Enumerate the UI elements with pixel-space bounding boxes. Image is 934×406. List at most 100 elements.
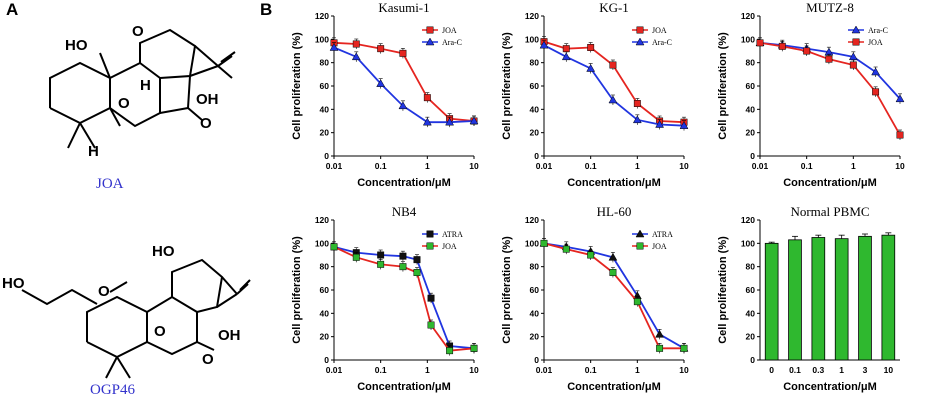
data-point-ara-c <box>329 42 339 51</box>
data-point-ara-c <box>422 117 432 126</box>
x-tick-label: 0.3 <box>812 365 824 375</box>
y-tick-label: 40 <box>530 104 540 114</box>
y-tick-label: 20 <box>320 128 330 138</box>
joa-atom-o3: O <box>200 115 212 132</box>
legend-marker <box>635 229 645 238</box>
data-point-joa <box>872 88 880 96</box>
data-point-joa <box>377 45 385 53</box>
data-point-atra <box>608 252 618 261</box>
chart-nb4: NB4 0 20 40 60 80 100 120 Cell proliferation (%)… <box>291 204 479 393</box>
legend-label: JOA <box>442 26 457 35</box>
chart-title: Normal PBMC <box>790 204 869 219</box>
x-tick-label: 10 <box>679 161 689 171</box>
x-tick-label: 0.1 <box>375 365 387 375</box>
joa-atom-oh: OH <box>196 91 219 108</box>
x-tick-label: 1 <box>635 365 640 375</box>
joa-atom-h2: H <box>88 143 99 160</box>
x-tick-label: 10 <box>679 365 689 375</box>
data-point-joa <box>609 61 617 69</box>
ogp46-structure: HO O HO O OH O <box>2 243 251 379</box>
chart-title: NB4 <box>392 204 417 219</box>
y-tick-label: 120 <box>525 11 539 21</box>
data-point-ara-c <box>376 79 386 87</box>
data-point-ara-c <box>679 121 689 129</box>
y-tick-label: 60 <box>320 285 330 295</box>
data-point-atra <box>655 329 665 338</box>
x-tick-label: 1 <box>425 365 430 375</box>
x-tick-label: 0.01 <box>752 161 769 171</box>
data-point-joa <box>540 239 548 247</box>
y-axis-label: Cell proliferation (%) <box>717 32 729 140</box>
x-tick-label: 0.1 <box>789 365 801 375</box>
x-axis-label: Concentration/μM <box>567 177 661 189</box>
x-axis-label: Concentration/μM <box>783 177 877 189</box>
data-point-ara-c <box>586 63 596 72</box>
legend-marker <box>851 25 861 34</box>
data-point-joa <box>399 49 407 57</box>
x-tick-label: 0.01 <box>536 365 553 375</box>
y-tick-label: 0 <box>324 151 329 161</box>
x-tick-label: 10 <box>884 365 894 375</box>
data-point-ara-c <box>351 52 361 61</box>
data-point-ara-c <box>539 40 549 49</box>
data-point-joa <box>849 61 857 69</box>
joa-atom-ho: HO <box>65 37 88 54</box>
y-tick-label: 40 <box>320 104 330 114</box>
x-tick-label: 1 <box>839 365 844 375</box>
x-tick-label: 0.1 <box>801 161 813 171</box>
legend-label: Ara-C <box>868 26 888 35</box>
data-point-ara-c <box>561 52 571 61</box>
legend-label: ATRA <box>442 230 463 239</box>
data-point-joa <box>656 344 664 352</box>
x-tick-label: 10 <box>895 161 905 171</box>
y-axis-label: Cell proliferation (%) <box>501 32 513 140</box>
y-tick-label: 20 <box>746 128 756 138</box>
data-point-joa <box>825 55 833 63</box>
y-tick-label: 60 <box>320 81 330 91</box>
data-point-joa <box>352 253 360 261</box>
joa-atom-o2: O <box>118 95 130 112</box>
series-line-joa <box>543 40 685 124</box>
x-axis-label: Concentration/μM <box>357 177 451 189</box>
y-tick-label: 80 <box>746 262 756 272</box>
chart-title: HL-60 <box>597 204 632 219</box>
data-point-joa <box>587 44 595 51</box>
x-tick-label: 0.01 <box>326 161 343 171</box>
y-tick-label: 20 <box>530 128 540 138</box>
y-tick-label: 120 <box>741 215 755 225</box>
y-tick-label: 120 <box>315 215 329 225</box>
legend-marker <box>636 26 644 34</box>
chart-title: KG-1 <box>599 0 629 15</box>
y-tick-label: 60 <box>530 285 540 295</box>
data-point-joa <box>330 243 338 251</box>
x-tick-label: 0.01 <box>536 161 553 171</box>
legend-label: Ara-C <box>652 38 672 47</box>
chart-hl-60: HL-60 0 20 40 60 80 100 120 Cell proliferation (… <box>501 204 689 393</box>
y-tick-label: 60 <box>746 285 756 295</box>
y-tick-label: 100 <box>315 238 329 248</box>
ogp46-atom-o2: O <box>154 323 166 340</box>
x-tick-label: 3 <box>863 365 868 375</box>
y-tick-label: 40 <box>320 308 330 318</box>
y-tick-label: 0 <box>534 355 539 365</box>
y-tick-label: 0 <box>324 355 329 365</box>
bar-0.3 <box>811 237 826 361</box>
data-point-atra <box>427 294 435 302</box>
legend-label: JOA <box>442 242 457 251</box>
y-tick-label: 100 <box>741 34 755 44</box>
y-axis-label: Cell proliferation (%) <box>501 236 513 344</box>
bar-1 <box>834 238 849 361</box>
legend-marker <box>426 230 434 238</box>
y-tick-label: 120 <box>525 215 539 225</box>
y-tick-label: 0 <box>750 151 755 161</box>
panel-letter-a: A <box>6 0 19 19</box>
y-tick-label: 80 <box>530 58 540 68</box>
y-axis-label: Cell proliferation (%) <box>291 236 303 344</box>
x-tick-label: 0.1 <box>585 161 597 171</box>
ogp46-atom-o1: O <box>98 283 110 300</box>
ogp46-atom-ho2: HO <box>152 243 175 260</box>
x-tick-label: 0 <box>769 365 774 375</box>
y-axis-label: Cell proliferation (%) <box>717 236 729 344</box>
data-point-joa <box>803 47 811 55</box>
